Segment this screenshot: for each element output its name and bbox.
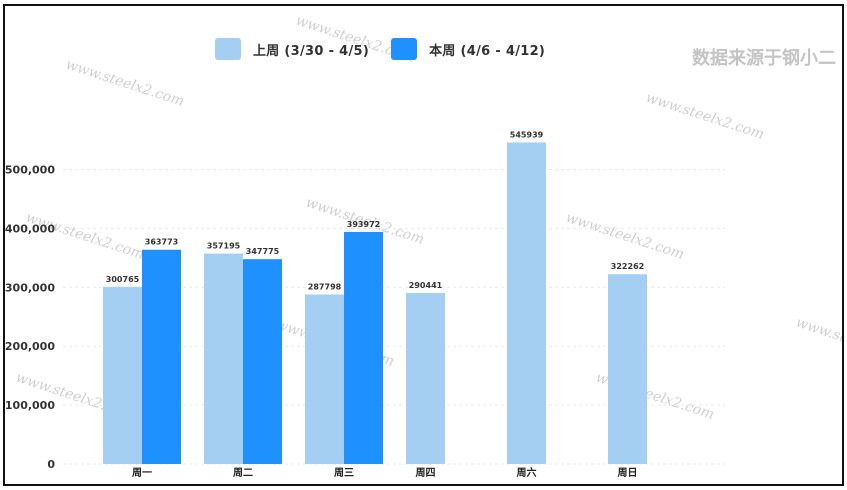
bar-value-label: 322262 xyxy=(611,262,644,271)
bar-value-label: 290441 xyxy=(409,281,443,290)
bar-value-label: 393972 xyxy=(347,220,380,229)
legend-label-last-week: 上周 (3/30 - 4/5) xyxy=(253,43,370,59)
x-axis: 周一 周二 周三 周四 周六 周日 xyxy=(132,466,638,479)
legend-item-last-week[interactable]: 上周 (3/30 - 4/5) xyxy=(215,38,369,60)
y-tick-label: 300,000 xyxy=(5,281,55,294)
watermark-text: www.steelx2.com xyxy=(24,210,146,263)
y-tick-label: 0 xyxy=(47,458,55,471)
y-tick-label: 100,000 xyxy=(5,399,55,412)
legend-swatch-this-week xyxy=(391,38,418,60)
bar-last-week[interactable] xyxy=(608,274,647,464)
watermark-text: www.steelx2.com xyxy=(794,315,842,368)
watermark-text: www.steelx2.com xyxy=(64,57,186,110)
watermark-text: www.steelx2.com xyxy=(644,90,766,143)
bar-last-week[interactable] xyxy=(103,286,142,464)
bar-this-week[interactable] xyxy=(243,259,282,464)
x-tick-label: 周一 xyxy=(132,467,152,479)
chart-plot: www.steelx2.com www.steelx2.com www.steelx… xyxy=(5,13,842,479)
x-tick-label: 周日 xyxy=(618,467,638,479)
bars: 300765 363773 357195 347775 287798 393972 2904… xyxy=(103,130,647,464)
bar-last-week[interactable] xyxy=(507,142,546,464)
y-tick-label: 200,000 xyxy=(5,340,55,353)
x-tick-label: 周二 xyxy=(233,467,253,479)
legend: 上周 (3/30 - 4/5) 本周 (4/6 - 4/12) xyxy=(215,38,567,60)
y-tick-label: 500,000 xyxy=(5,164,55,177)
legend-swatch-last-week xyxy=(215,38,241,60)
bar-value-label: 300765 xyxy=(106,275,140,284)
bar-value-label: 363773 xyxy=(145,238,178,247)
bar-last-week[interactable] xyxy=(406,292,445,464)
y-axis: 0 100,000 200,000 300,000 400,000 500,000 xyxy=(5,164,55,472)
x-tick-label: 周六 xyxy=(517,466,537,479)
bar-value-label: 287798 xyxy=(308,282,342,291)
bar-value-label: 357195 xyxy=(207,242,241,251)
chart-frame: www.steelx2.com www.steelx2.com www.steelx… xyxy=(3,4,844,486)
bar-value-label: 545939 xyxy=(510,130,544,139)
watermark-text: www.steelx2.com xyxy=(564,210,686,263)
legend-label-this-week: 本周 (4/6 - 4/12) xyxy=(429,43,546,59)
bar-value-label: 347775 xyxy=(246,247,280,256)
y-tick-label: 400,000 xyxy=(5,222,55,235)
x-tick-label: 周三 xyxy=(334,467,354,479)
x-tick-label: 周四 xyxy=(416,467,436,479)
source-note: 数据来源于钢小二 xyxy=(692,48,836,69)
legend-item-this-week[interactable]: 本周 (4/6 - 4/12) xyxy=(391,38,545,60)
bar-last-week[interactable] xyxy=(204,253,243,464)
bar-this-week[interactable] xyxy=(344,231,383,464)
bar-this-week[interactable] xyxy=(142,249,181,464)
bar-last-week[interactable] xyxy=(305,294,344,464)
